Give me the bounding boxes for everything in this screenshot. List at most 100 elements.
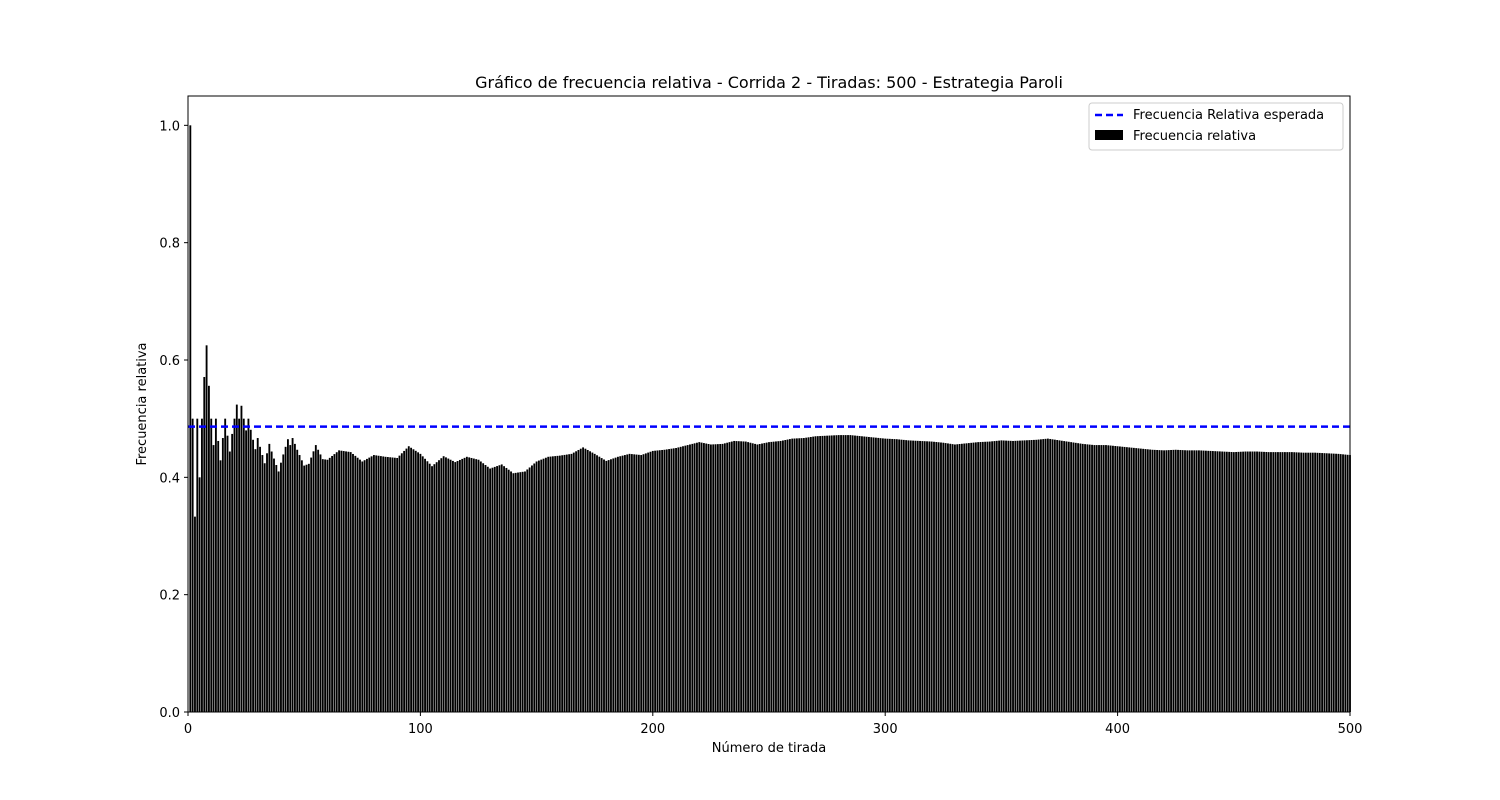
bar bbox=[214, 418, 217, 712]
bar bbox=[1228, 451, 1231, 712]
bar bbox=[256, 438, 259, 712]
bar bbox=[1332, 453, 1335, 712]
bar bbox=[965, 443, 968, 712]
bar bbox=[1290, 452, 1293, 712]
bar bbox=[498, 465, 501, 712]
bar bbox=[491, 467, 494, 712]
bar bbox=[1335, 453, 1337, 712]
bar bbox=[375, 455, 378, 712]
bar bbox=[689, 444, 691, 712]
bar bbox=[1244, 451, 1247, 712]
bar bbox=[737, 441, 740, 712]
bar bbox=[726, 442, 729, 712]
bar bbox=[854, 435, 856, 712]
bar bbox=[605, 460, 608, 712]
bar bbox=[995, 440, 998, 712]
bar bbox=[384, 456, 387, 712]
bar bbox=[1346, 454, 1349, 712]
bar bbox=[1172, 449, 1175, 712]
bar bbox=[189, 125, 192, 712]
bar bbox=[1067, 441, 1070, 712]
bar bbox=[1056, 440, 1059, 712]
legend-label-relative: Frecuencia relativa bbox=[1133, 129, 1256, 144]
x-tick-label: 0 bbox=[184, 722, 192, 737]
bar bbox=[1281, 452, 1284, 712]
y-tick-label: 0.2 bbox=[159, 589, 180, 604]
bar bbox=[921, 441, 924, 712]
bar bbox=[447, 458, 450, 712]
bar bbox=[747, 442, 750, 712]
bar bbox=[881, 438, 884, 712]
bar bbox=[1084, 444, 1086, 712]
bar bbox=[352, 453, 354, 712]
bar bbox=[249, 429, 252, 712]
bar bbox=[963, 443, 966, 712]
bar bbox=[772, 441, 775, 712]
bar bbox=[840, 435, 842, 712]
bar bbox=[744, 441, 747, 712]
bar bbox=[1033, 439, 1035, 712]
chart-title: Gráfico de frecuencia relativa - Corrida… bbox=[475, 73, 1063, 92]
plot-area: 0 100 200 300 400 500 0.0 0.2 0.4 0.6 0.8 1.0 bbox=[159, 95, 1362, 737]
bar bbox=[210, 418, 213, 712]
bar bbox=[1005, 440, 1007, 712]
y-tick-label: 1.0 bbox=[159, 119, 180, 134]
bar bbox=[273, 458, 275, 712]
bar bbox=[512, 473, 515, 712]
bar bbox=[212, 445, 215, 712]
bar bbox=[891, 438, 894, 712]
bar bbox=[321, 459, 324, 712]
bar bbox=[1007, 440, 1010, 712]
bar bbox=[1237, 451, 1240, 712]
y-axis-label: Frecuencia relativa bbox=[135, 342, 150, 465]
bar bbox=[705, 443, 708, 712]
bar bbox=[268, 443, 271, 712]
bar bbox=[812, 436, 815, 712]
bar bbox=[1074, 442, 1077, 712]
bar bbox=[1135, 448, 1138, 712]
bar bbox=[1125, 447, 1128, 712]
bar bbox=[1225, 451, 1228, 712]
bar bbox=[310, 457, 313, 712]
bar bbox=[600, 458, 603, 712]
bar bbox=[847, 435, 849, 712]
bar bbox=[333, 454, 336, 712]
bar bbox=[224, 418, 227, 712]
bar bbox=[1046, 438, 1049, 712]
bar bbox=[456, 461, 459, 712]
bar bbox=[305, 464, 308, 712]
bar bbox=[233, 418, 236, 712]
bar bbox=[1132, 447, 1135, 712]
bar bbox=[1165, 450, 1168, 712]
bar bbox=[1295, 452, 1298, 712]
bar bbox=[1235, 451, 1238, 712]
bar bbox=[396, 457, 399, 712]
bar bbox=[949, 443, 952, 712]
bar bbox=[749, 442, 752, 712]
bar bbox=[1063, 441, 1066, 712]
bar bbox=[953, 444, 956, 712]
bar bbox=[1186, 450, 1189, 712]
bar bbox=[1002, 440, 1005, 712]
bar bbox=[833, 435, 835, 712]
bar bbox=[691, 443, 694, 712]
bar bbox=[266, 453, 268, 712]
bar bbox=[1065, 441, 1068, 712]
bar bbox=[677, 447, 680, 712]
bar bbox=[300, 460, 303, 712]
bar bbox=[756, 444, 759, 712]
bar bbox=[849, 435, 852, 712]
bar bbox=[1207, 450, 1210, 712]
bar bbox=[791, 438, 794, 712]
bar bbox=[1151, 449, 1154, 712]
bar bbox=[703, 443, 705, 712]
bar bbox=[368, 457, 371, 712]
bar bbox=[372, 455, 375, 712]
bar bbox=[870, 437, 873, 712]
bar bbox=[1218, 451, 1221, 712]
bar bbox=[482, 463, 485, 712]
bar bbox=[775, 441, 777, 712]
bar bbox=[630, 454, 633, 712]
bar bbox=[926, 441, 928, 712]
bar bbox=[521, 471, 524, 712]
